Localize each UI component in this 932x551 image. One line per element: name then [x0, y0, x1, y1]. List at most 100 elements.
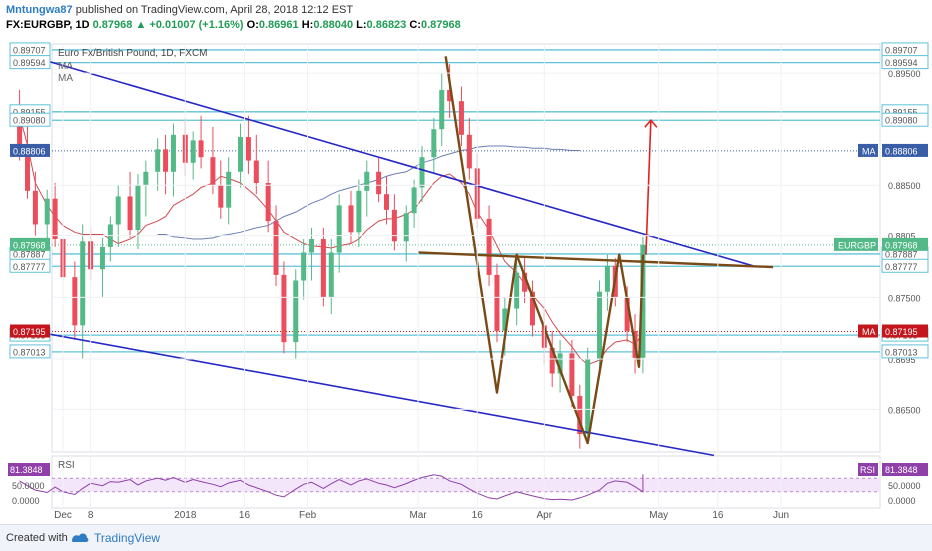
- candle-body: [309, 239, 315, 253]
- left-marker-value: 0.88806: [13, 146, 46, 156]
- candle-body: [210, 157, 216, 186]
- candle-body: [281, 274, 287, 343]
- right-marker-tag: [882, 324, 928, 338]
- left-marker-tag: [10, 237, 50, 251]
- right-level-tag: [881, 112, 929, 127]
- x-tick-label: Dec: [54, 510, 72, 521]
- candle-body: [585, 358, 591, 435]
- left-level-tag: [9, 258, 51, 273]
- candle-body: [52, 198, 58, 240]
- publish-line: Mntungwa87 published on TradingView.com,…: [6, 4, 353, 16]
- author-link[interactable]: Mntungwa87: [6, 4, 73, 16]
- rsi-right-tick: 50.0000: [888, 481, 921, 491]
- published-text: published on TradingView.com, April 28, …: [75, 4, 354, 16]
- candle-body: [640, 244, 646, 358]
- rsi-left-tick: 50.0000: [12, 481, 45, 491]
- x-tick-label: 16: [239, 510, 251, 521]
- tradingview-brand-link[interactable]: TradingView: [94, 531, 161, 545]
- rsi-right-value: 81.3848: [885, 465, 918, 475]
- candle-body: [383, 194, 389, 210]
- left-level-label: 0.87013: [13, 347, 46, 357]
- candle-body: [439, 89, 445, 130]
- marker-name: MA: [862, 146, 876, 156]
- candle-body: [522, 272, 528, 292]
- candle-body: [502, 308, 508, 331]
- candle-body: [624, 297, 630, 331]
- symbol-line: FX:EURGBP, 1D 0.87968 ▲ +0.01007 (+1.16%…: [6, 19, 461, 31]
- candle-body: [99, 246, 105, 270]
- candle-body: [190, 140, 196, 163]
- low-label: L:: [356, 19, 367, 31]
- indicator-label: MA: [58, 73, 73, 84]
- tradingview-logo-icon: [72, 533, 89, 542]
- rsi-label: RSI: [58, 460, 75, 471]
- candle-body: [403, 213, 409, 242]
- channel-lower-line: [19, 327, 715, 457]
- candle-body: [24, 151, 30, 191]
- x-tick-label: Jun: [773, 510, 789, 521]
- candle-body: [447, 89, 453, 102]
- right-level-label: 0.89080: [885, 116, 918, 126]
- right-level-label: 0.87777: [885, 262, 918, 272]
- left-level-label: 0.87887: [13, 249, 46, 259]
- open-value: 0.86961: [258, 19, 299, 31]
- right-marker-tag: [882, 143, 928, 157]
- candle-body: [557, 353, 563, 374]
- target-arrow-line: [645, 120, 652, 255]
- x-tick-label: Apr: [537, 510, 553, 521]
- candle-body: [301, 252, 307, 281]
- candle-body: [419, 157, 425, 188]
- candle-body: [391, 209, 397, 242]
- channel-upper-line: [19, 52, 754, 267]
- candle-body: [80, 241, 86, 326]
- candle-body: [253, 160, 259, 183]
- candle-body: [265, 182, 271, 222]
- candle-body: [348, 205, 354, 233]
- last-price: 0.87968: [92, 19, 133, 31]
- x-tick-label: Mar: [409, 510, 427, 521]
- publish-header: Mntungwa87 published on TradingView.com,…: [0, 0, 932, 34]
- candle-body: [17, 112, 23, 152]
- right-level-label: 0.87013: [885, 347, 918, 357]
- left-marker-tag: [10, 324, 50, 338]
- right-level-label: 0.89707: [885, 45, 918, 55]
- candle-body: [198, 140, 204, 158]
- price-change: +0.01007 (+1.16%): [149, 19, 244, 31]
- candle-body: [466, 134, 472, 169]
- candle-body: [44, 198, 50, 225]
- candle-body: [163, 149, 169, 172]
- open-label: O:: [246, 19, 259, 31]
- right-marker-value: 0.87968: [885, 240, 918, 250]
- candle-body: [356, 190, 362, 233]
- right-level-tag: [881, 55, 929, 70]
- high-label: H:: [301, 19, 314, 31]
- right-level-label: 0.89594: [885, 58, 918, 68]
- candle-body: [458, 101, 464, 135]
- chart-area[interactable]: 0.86500 0.8695 0.87500 0.8805 0.88500 0.89500…: [0, 34, 932, 524]
- rsi-line: [19, 474, 644, 501]
- candle-body: [293, 280, 299, 343]
- left-level-tag: [9, 344, 51, 359]
- y-tick-label: 0.88500: [888, 181, 921, 191]
- marker-name-tag: [834, 237, 878, 251]
- candle-body: [364, 171, 370, 191]
- candle-body: [127, 196, 133, 231]
- candle-body: [72, 277, 78, 326]
- close-value: 0.87968: [420, 19, 461, 31]
- candle-body: [486, 218, 492, 275]
- rsi-left-value: 81.3848: [10, 465, 43, 475]
- left-level-label: 0.89594: [13, 58, 46, 68]
- right-marker-value: 0.88806: [885, 146, 918, 156]
- rsi-right-tag: [882, 463, 928, 476]
- rsi-left-tag: [8, 463, 50, 476]
- y-tick-label: 0.8805: [888, 232, 916, 242]
- candle-body: [529, 291, 535, 326]
- target-arrow-head: [644, 118, 658, 128]
- candle-body: [143, 171, 149, 186]
- indicator-label: MA: [58, 61, 73, 72]
- left-level-tag: [9, 112, 51, 127]
- x-tick-label: 16: [712, 510, 724, 521]
- marker-name-tag: [858, 324, 878, 338]
- left-marker-value: 0.87195: [13, 327, 46, 337]
- y-tick-label: 0.86500: [888, 405, 921, 415]
